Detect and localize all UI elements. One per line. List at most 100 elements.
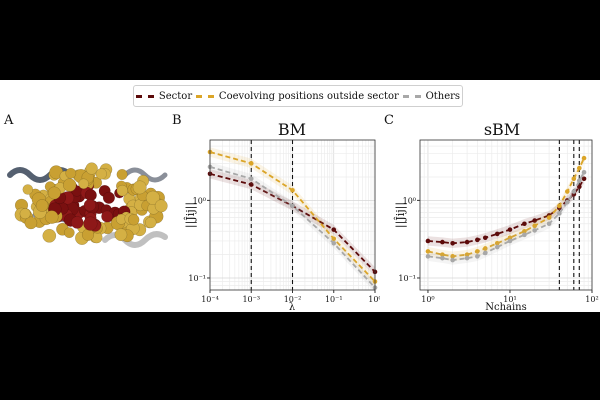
sbm-point	[475, 249, 480, 254]
sbm-point	[507, 227, 513, 232]
sbm-series-line-1	[427, 157, 585, 258]
bm-point	[248, 176, 254, 182]
bm-point	[290, 187, 295, 193]
bm-ticks: 10⁻⁴ 10⁻³ 10⁻² 10⁻¹ 10⁰ 10⁻¹ 10⁰	[188, 196, 380, 304]
bm-point	[248, 182, 254, 187]
sbm-vlines	[558, 140, 580, 290]
sbm-xtick-label: 10⁰	[421, 295, 434, 304]
legend: Sector Coevolving positions outside sect…	[133, 85, 463, 107]
legend-swatch-others	[402, 94, 421, 98]
sbm-point	[475, 237, 480, 243]
sbm-point	[464, 252, 470, 257]
sbm-point	[440, 255, 445, 261]
bm-point	[331, 236, 337, 242]
bm-xtick-label: 10⁰	[368, 295, 380, 304]
bm-point	[248, 161, 254, 166]
sbm-ticks: 10⁰ 10¹ 10² 10⁻¹ 10⁰	[398, 196, 598, 304]
figure-panel	[0, 80, 600, 312]
residue-sphere	[132, 180, 147, 195]
residue-sphere	[154, 199, 168, 213]
sbm-chart: sBM 10⁰ 10¹ 10² 10⁻¹ 10⁰ Nchains ||Ĵij||	[393, 120, 599, 312]
bm-point	[331, 227, 337, 232]
bm-series	[207, 147, 378, 293]
residue-sphere	[127, 213, 140, 226]
residue-sphere	[85, 162, 98, 175]
sbm-point	[425, 254, 431, 259]
bm-point	[290, 203, 295, 209]
legend-item-sector: Sector	[135, 90, 193, 102]
sbm-grid	[419, 139, 593, 291]
sbm-point	[482, 235, 488, 241]
panel-label-c: C	[384, 113, 394, 128]
sbm-ytick-label: 10⁻¹	[398, 274, 416, 283]
bm-ytick-label: 10⁰	[193, 196, 206, 205]
residue-sphere	[35, 199, 49, 212]
sbm-point	[557, 211, 562, 216]
sbm-point	[482, 250, 488, 256]
bm-xtick-label: 10⁻⁴	[201, 295, 219, 304]
sbm-point	[482, 246, 488, 251]
residue-sphere	[116, 168, 128, 181]
residue-sphere	[24, 216, 38, 230]
bm-ytick-label: 10⁻¹	[188, 274, 206, 283]
legend-item-coevolving: Coevolving positions outside sector	[195, 91, 399, 102]
sbm-xtick-label: 10²	[585, 295, 598, 304]
residue-sphere	[114, 228, 128, 242]
residue-sphere	[44, 210, 59, 224]
sbm-chart-title: sBM	[484, 120, 520, 139]
bm-xtick-label: 10⁻²	[284, 295, 302, 304]
sbm-point	[581, 176, 587, 182]
residue-sphere	[65, 167, 77, 179]
bm-xtick-label: 10⁻¹	[325, 295, 343, 304]
bm-band-2	[210, 162, 375, 293]
sbm-point	[464, 255, 470, 261]
sbm-point	[440, 252, 445, 257]
sbm-xtick-label: 10¹	[503, 295, 516, 304]
bm-point	[331, 240, 337, 246]
residue-sphere	[22, 184, 34, 195]
sbm-point	[507, 238, 513, 244]
residue-sphere	[42, 228, 57, 243]
residue-sphere	[145, 190, 161, 205]
bm-xlabel: λ	[289, 302, 296, 312]
sbm-point	[450, 254, 455, 259]
sbm-point	[565, 199, 570, 205]
sbm-plot-frame	[419, 139, 593, 291]
sbm-point	[494, 244, 500, 250]
sbm-band-2	[427, 167, 585, 265]
residue-sphere	[95, 168, 107, 180]
residue-spheres	[14, 162, 168, 245]
sbm-point	[571, 176, 577, 182]
sbm-point	[571, 189, 577, 194]
sbm-point	[450, 257, 455, 263]
legend-swatch-sector	[135, 94, 154, 98]
sbm-point	[581, 155, 587, 161]
residue-sphere	[116, 184, 129, 197]
sbm-point	[532, 223, 537, 229]
sbm-series	[425, 153, 587, 265]
sbm-point	[546, 221, 552, 227]
sbm-point	[425, 249, 431, 254]
protein-structure-image	[7, 162, 168, 248]
sbm-xlabel: Nchains	[485, 302, 527, 312]
sbm-point	[507, 235, 513, 241]
sbm-point	[440, 239, 445, 245]
sbm-point	[532, 218, 537, 223]
residue-sphere	[101, 210, 114, 223]
legend-swatch-coevolving	[195, 94, 214, 98]
sbm-point	[546, 215, 552, 220]
residue-sphere	[47, 186, 61, 200]
residue-sphere	[70, 216, 84, 229]
sbm-ylabel: ||Ĵij||	[393, 202, 408, 228]
sbm-point	[565, 189, 570, 194]
residue-sphere	[83, 199, 97, 212]
sbm-point	[425, 238, 431, 244]
bm-band-0	[210, 169, 375, 277]
legend-label-sector: Sector	[158, 90, 193, 102]
sbm-point	[576, 184, 582, 190]
panel-label-b: B	[172, 113, 182, 128]
sbm-point	[522, 232, 527, 238]
sbm-point	[532, 228, 537, 233]
sbm-point	[464, 239, 470, 245]
residue-sphere	[63, 227, 75, 239]
